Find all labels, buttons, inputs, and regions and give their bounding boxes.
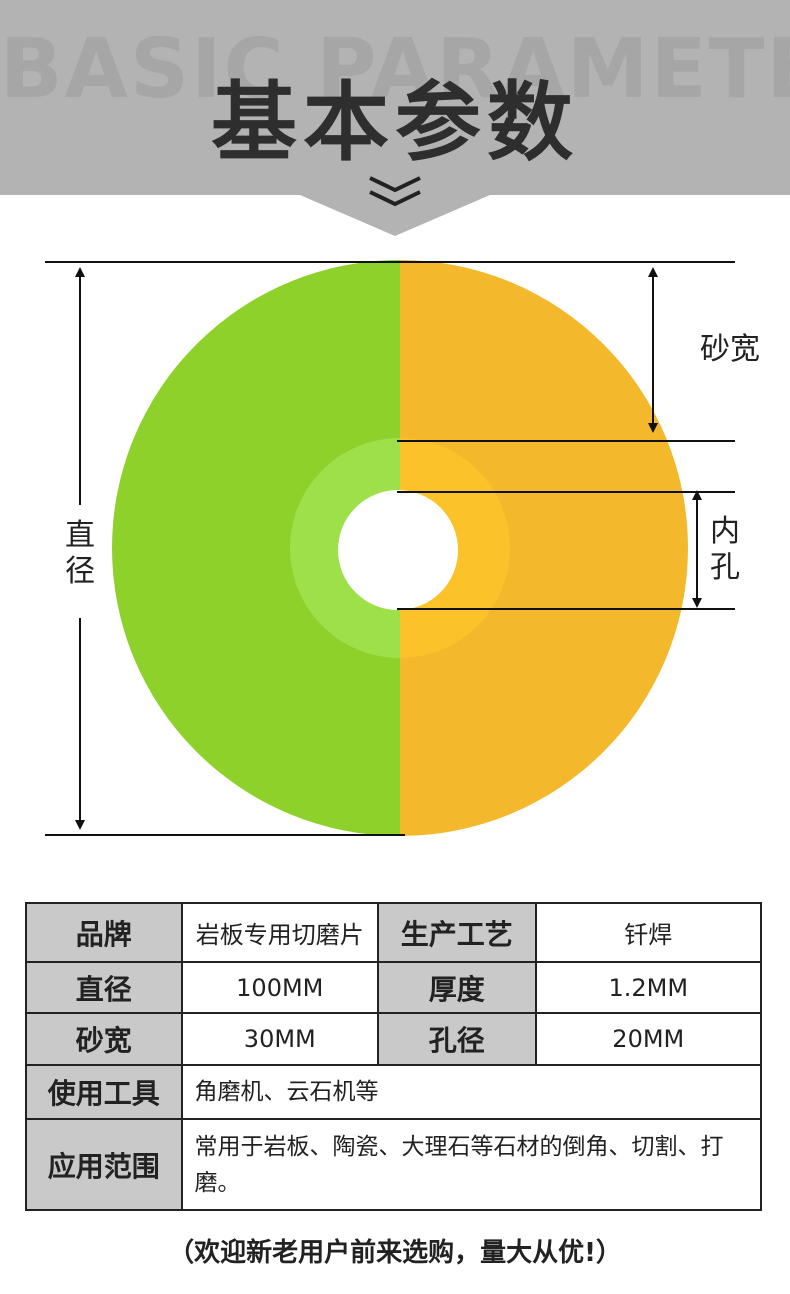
disc: [112, 260, 688, 836]
header: BASIC PARAMETERS 基本参数: [0, 0, 790, 195]
header-title: 基本参数: [211, 73, 579, 173]
cell: 常用于岩板、陶瓷、大理石等石材的倒角、切割、打磨。: [180, 1118, 762, 1211]
header-background-text: BASIC PARAMETERS: [0, 22, 790, 117]
cell: 使用工具: [25, 1064, 183, 1120]
cell: 品牌: [25, 902, 183, 963]
cell: 应用范围: [25, 1118, 183, 1211]
cell: 100MM: [180, 961, 380, 1014]
cell: 1.2MM: [534, 961, 763, 1014]
inner-hole-label: 内孔: [710, 514, 740, 585]
chevron: [369, 176, 421, 207]
table-row: 品牌 岩板专用切磨片 生产工艺 钎焊: [25, 902, 763, 963]
diameter-label: 直径: [65, 518, 95, 589]
cell: 30MM: [180, 1012, 380, 1066]
table-row: 使用工具 角磨机、云石机等: [25, 1064, 762, 1120]
spec-table: 品牌 岩板专用切磨片 生产工艺 钎焊 直径 100MM 厚度 1.2MM 砂宽 …: [25, 902, 763, 1211]
cell: 厚度: [377, 961, 537, 1014]
cell: 角磨机、云石机等: [180, 1064, 762, 1120]
table-row: 直径 100MM 厚度 1.2MM: [25, 961, 763, 1014]
footer-note: （欢迎新老用户前来选购，量大从优!）: [168, 1238, 622, 1268]
sand-width-label: 砂宽: [700, 332, 760, 367]
cell: 直径: [25, 961, 183, 1014]
cell: 孔径: [377, 1012, 537, 1066]
cell: 20MM: [534, 1012, 763, 1066]
cell: 生产工艺: [377, 902, 537, 963]
header-pointer: [300, 195, 490, 236]
table-row: 应用范围 常用于岩板、陶瓷、大理石等石材的倒角、切割、打磨。: [25, 1118, 762, 1211]
dimension-lines: [45, 261, 735, 836]
cell: 岩板专用切磨片: [180, 902, 380, 963]
table-row: 砂宽 30MM 孔径 20MM: [25, 1012, 763, 1066]
diagram: [45, 176, 735, 836]
cell: 砂宽: [25, 1012, 183, 1066]
cell: 钎焊: [534, 902, 763, 963]
